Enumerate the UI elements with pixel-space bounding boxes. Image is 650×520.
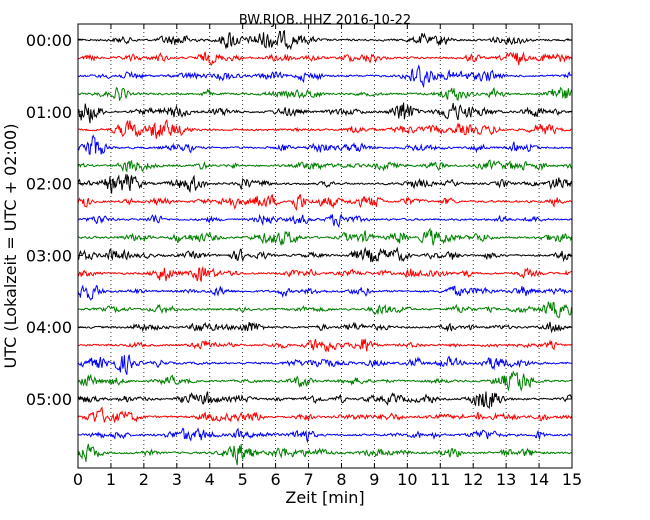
seismic-trace <box>77 406 573 424</box>
seismic-trace <box>77 265 572 282</box>
seismic-trace <box>78 338 572 353</box>
x-tick-label: 10 <box>397 470 417 489</box>
y-tick-label: 05:00 <box>26 390 72 409</box>
x-tick-label: 15 <box>562 470 582 489</box>
seismic-trace <box>77 102 572 124</box>
x-tick-label: 12 <box>463 470 483 489</box>
x-tick-label: 1 <box>106 470 116 489</box>
seismic-trace <box>77 284 572 301</box>
x-tick-label: 9 <box>369 470 379 489</box>
seismic-trace <box>77 246 573 263</box>
x-tick-label: 4 <box>205 470 215 489</box>
seismic-trace <box>77 213 572 229</box>
seismic-trace <box>77 427 572 444</box>
seismic-trace <box>77 51 573 66</box>
seismic-trace <box>77 29 572 51</box>
x-tick-label: 3 <box>172 470 182 489</box>
x-axis-ticks: 0 1 2 3 4 5 6 7 8 9 10 11 12 13 14 15 <box>73 24 582 489</box>
seismic-trace <box>77 227 573 246</box>
x-tick-label: 11 <box>430 470 450 489</box>
plot-frame <box>77 23 573 469</box>
seismic-traces <box>77 29 573 466</box>
x-tick-label: 0 <box>73 470 83 489</box>
chart-title: BW.RJOB..HHZ 2016-10-22 <box>239 13 411 28</box>
seismic-trace <box>77 370 572 392</box>
seismic-trace <box>77 173 573 194</box>
x-tick-label: 8 <box>336 470 346 489</box>
x-tick-label: 6 <box>271 470 281 489</box>
seismic-trace <box>77 354 572 375</box>
y-axis-label: UTC (Lokalzeit = UTC + 02:00) <box>1 124 20 369</box>
seismic-trace <box>77 86 573 101</box>
seismic-trace <box>77 119 572 139</box>
y-tick-label: 01:00 <box>26 103 72 122</box>
seismic-trace <box>77 194 572 212</box>
y-tick-label: 03:00 <box>26 246 72 265</box>
seismic-trace <box>77 159 573 173</box>
seismic-trace <box>77 301 573 319</box>
seismic-trace <box>77 321 572 334</box>
x-tick-label: 2 <box>139 470 149 489</box>
y-tick-label: 02:00 <box>26 175 72 194</box>
x-tick-label: 5 <box>238 470 248 489</box>
seismic-trace <box>77 134 572 156</box>
y-tick-label: 00:00 <box>26 31 72 50</box>
seismic-trace <box>77 443 572 466</box>
x-axis-label: Zeit [min] <box>285 488 364 507</box>
seismic-trace <box>77 64 572 89</box>
seismic-trace <box>77 391 573 410</box>
y-tick-label: 04:00 <box>26 318 72 337</box>
x-tick-label: 7 <box>303 470 313 489</box>
x-tick-label: 14 <box>529 470 549 489</box>
y-axis-ticks: 00:00 01:00 02:00 03:00 04:00 05:00 <box>26 31 572 409</box>
x-tick-label: 13 <box>496 470 516 489</box>
